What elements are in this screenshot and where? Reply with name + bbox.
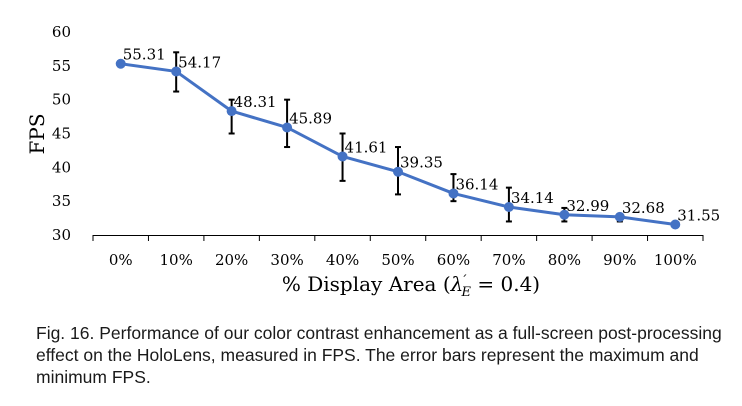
data-point: [448, 188, 459, 199]
figure-caption: Fig. 16. Performance of our color contra…: [36, 323, 722, 387]
data-label: 39.35: [400, 154, 443, 172]
data-label: 36.14: [455, 175, 498, 193]
data-label: 32.99: [566, 197, 609, 215]
x-tick-label: 30%: [270, 251, 303, 269]
x-tick-label: 20%: [215, 251, 248, 269]
x-tick-label: 100%: [654, 251, 697, 269]
data-label: 34.14: [511, 189, 554, 207]
data-point: [282, 122, 293, 133]
data-point: [670, 219, 681, 230]
y-axis-title: FPS: [25, 113, 49, 154]
y-tick-label: 30: [52, 226, 71, 244]
fps-line-chart: 30 35 40 45 50 55 60 0% 10% 20% 30% 40% 50% 60% 70% 80…: [25, 23, 720, 300]
data-point: [226, 106, 237, 117]
x-axis-title: % Display Area (λ′ E = 0.4): [282, 272, 540, 300]
data-label: 48.31: [234, 93, 277, 111]
data-point: [614, 211, 625, 222]
x-tick-label: 80%: [548, 251, 581, 269]
data-label: 54.17: [178, 53, 221, 71]
y-tick-label: 45: [52, 125, 71, 143]
data-point: [171, 66, 182, 77]
data-point: [115, 58, 126, 69]
data-labels: 55.31 54.17 48.31 45.89 41.61 39.35 36.14 34.14…: [123, 46, 720, 225]
x-tick-label: 40%: [326, 251, 359, 269]
data-label: 45.89: [289, 109, 332, 127]
y-tick-label: 35: [52, 192, 71, 210]
x-tick-label: 70%: [492, 251, 525, 269]
data-label: 41.61: [345, 138, 388, 156]
data-label: 32.68: [622, 199, 665, 217]
error-bars: [173, 51, 623, 223]
data-points: [115, 58, 681, 230]
x-tick-label: 0%: [109, 251, 133, 269]
data-point: [337, 151, 348, 162]
y-tick-label: 50: [52, 91, 71, 109]
y-axis-ticks: 30 35 40 45 50 55 60: [52, 23, 71, 244]
data-label: 55.31: [123, 46, 166, 64]
y-tick-label: 60: [52, 23, 71, 41]
x-tick-label: 50%: [381, 251, 414, 269]
x-axis-ticks: 0% 10% 20% 30% 40% 50% 60% 70% 80% 90% 100%: [92, 235, 704, 269]
y-tick-label: 40: [52, 158, 71, 176]
data-label: 31.55: [677, 207, 720, 225]
x-tick-label: 60%: [437, 251, 470, 269]
data-point: [393, 166, 403, 177]
y-tick-label: 55: [52, 57, 71, 75]
data-point: [503, 201, 514, 212]
data-point: [559, 209, 570, 220]
x-tick-label: 90%: [603, 251, 636, 269]
x-tick-label: 10%: [160, 251, 193, 269]
